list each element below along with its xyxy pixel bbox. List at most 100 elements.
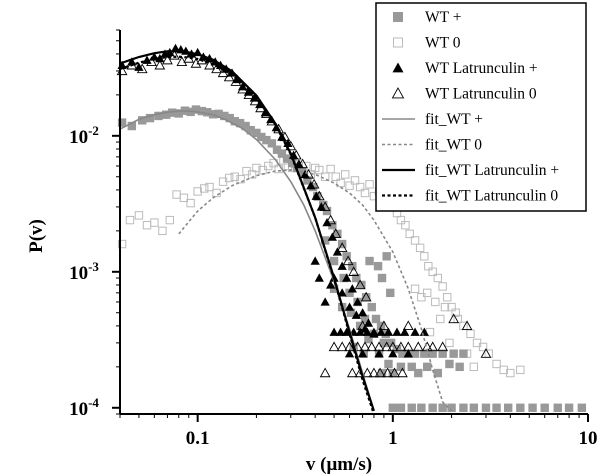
data-point <box>422 288 432 298</box>
data-point <box>223 71 235 82</box>
data-point <box>230 117 240 126</box>
data-point <box>134 211 144 220</box>
data-point <box>469 403 479 412</box>
data-point <box>492 403 501 412</box>
data-point <box>165 215 175 225</box>
data-point <box>459 403 468 412</box>
data-point <box>407 362 416 372</box>
legend-marker <box>391 87 405 99</box>
data-point <box>388 403 398 412</box>
legend-label: fit_WT Latrunculin + <box>425 162 559 179</box>
data-point <box>377 273 387 283</box>
data-point <box>516 403 525 412</box>
ticks: 0.1 1 10 10-4 10-3 10-2 <box>69 29 598 449</box>
data-point <box>328 221 337 230</box>
data-point <box>322 217 332 227</box>
data-point <box>396 403 406 412</box>
data-point <box>414 368 423 378</box>
data-point <box>225 113 234 123</box>
data-point <box>382 367 393 378</box>
data-point <box>249 93 259 102</box>
legend-box <box>375 2 587 212</box>
data-point <box>179 193 189 203</box>
data-point <box>167 108 177 117</box>
data-point <box>357 349 368 358</box>
legend-label: WT Latrunculin 0 <box>425 86 537 103</box>
data-layer <box>116 43 587 415</box>
data-point <box>325 214 337 225</box>
data-point <box>357 280 366 290</box>
data-point <box>241 121 250 131</box>
data-point <box>564 403 574 412</box>
legend-label: WT Latrunculin + <box>425 60 538 77</box>
legend-marker <box>392 62 404 73</box>
data-point <box>145 113 155 123</box>
data-point <box>238 82 248 91</box>
series-fit-wt-latrunculin <box>119 50 375 412</box>
data-point <box>158 226 167 236</box>
data-point <box>528 403 537 412</box>
data-point <box>368 367 380 378</box>
data-point <box>410 349 420 358</box>
data-point <box>359 341 371 352</box>
legend-label: fit_WT 0 <box>425 137 482 154</box>
data-point <box>117 239 127 249</box>
data-point <box>197 106 207 116</box>
data-point <box>431 297 440 307</box>
data-point <box>262 135 271 145</box>
data-point <box>326 280 336 289</box>
data-point <box>492 359 501 369</box>
data-point <box>436 314 445 324</box>
data-point <box>437 341 449 352</box>
data-point <box>162 54 173 65</box>
data-point <box>360 291 372 302</box>
data-point <box>267 139 277 148</box>
data-point <box>224 173 234 183</box>
data-point <box>499 365 508 375</box>
data-point <box>350 176 360 185</box>
legend-label: WT + <box>425 9 461 26</box>
data-point <box>344 349 355 358</box>
data-point <box>443 293 452 302</box>
data-point <box>347 284 357 293</box>
data-point <box>396 215 406 225</box>
data-point <box>246 125 255 135</box>
data-point <box>577 403 587 412</box>
data-point <box>438 349 447 358</box>
data-point <box>410 284 420 293</box>
data-point <box>252 128 261 138</box>
data-point <box>348 266 360 276</box>
data-point <box>345 181 354 190</box>
data-point <box>405 229 414 239</box>
data-point <box>314 273 324 282</box>
data-point <box>461 320 473 331</box>
y-tick-label: 10-3 <box>69 259 99 284</box>
data-point <box>154 111 163 121</box>
series-fit-wt-latrunculin-0 <box>119 55 375 415</box>
legend-marker <box>393 37 403 48</box>
data-point <box>329 256 339 266</box>
data-point <box>388 368 398 378</box>
data-point <box>420 252 429 261</box>
data-point <box>331 172 340 181</box>
data-point <box>407 403 416 412</box>
data-point <box>174 109 183 118</box>
legend-label: WT 0 <box>425 35 461 52</box>
data-point <box>428 349 437 358</box>
data-point <box>212 188 221 198</box>
data-point <box>346 367 358 378</box>
data-point <box>438 403 447 412</box>
data-point <box>398 349 407 358</box>
y-tick-exponent: -2 <box>88 123 99 138</box>
data-point <box>427 341 439 352</box>
data-point <box>186 198 195 208</box>
data-point <box>412 341 424 352</box>
data-point <box>469 362 479 372</box>
data-point <box>336 178 345 188</box>
data-point <box>127 57 137 66</box>
data-point <box>451 308 460 317</box>
data-point <box>369 327 379 336</box>
data-point <box>367 302 376 312</box>
data-point <box>376 327 386 336</box>
data-point <box>332 247 343 256</box>
